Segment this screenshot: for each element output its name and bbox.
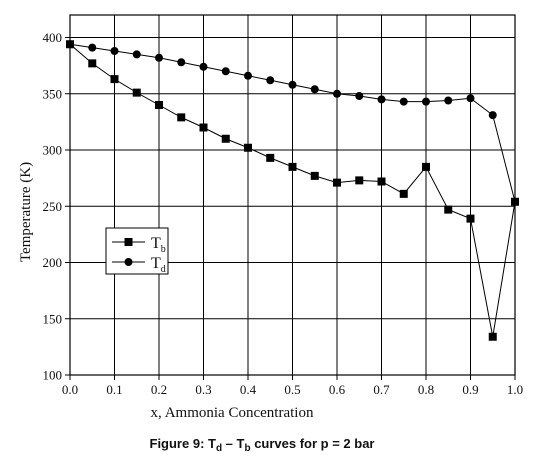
x-tick-label: 0.4 [240, 382, 257, 397]
series-layer [66, 40, 519, 341]
data-point-tb [310, 171, 319, 180]
data-point-td [244, 71, 252, 80]
caption-suffix: curves for p = 2 bar [251, 436, 375, 451]
x-tick-label: 0.5 [284, 382, 300, 397]
data-point-tb [377, 177, 386, 186]
data-point-tb [177, 113, 186, 122]
legend: Tb Td [105, 227, 169, 275]
x-tick-label: 0.2 [151, 382, 167, 397]
caption-mid: – T [222, 436, 244, 451]
data-point-td [110, 47, 119, 55]
data-point-tb [399, 189, 408, 198]
caption-sub-d: d [216, 443, 222, 454]
data-point-td [488, 111, 497, 120]
data-point-td [399, 97, 408, 106]
data-point-td [66, 40, 74, 49]
caption-sub-b: b [244, 443, 250, 454]
caption-prefix: Figure 9: T [150, 436, 217, 451]
data-point-tb [333, 178, 341, 187]
data-point-td [155, 53, 163, 62]
x-axis-title: x, Ammonia Concentration [151, 405, 314, 421]
series-td [66, 40, 519, 206]
x-tick-label: 0.9 [462, 382, 478, 397]
legend-entry-tb: Tb [112, 235, 166, 255]
data-point-tb [132, 88, 141, 97]
legend-marker-square [124, 238, 133, 246]
y-tick-label: 200 [43, 255, 63, 270]
data-point-td [221, 67, 230, 76]
y-tick-label: 400 [43, 30, 63, 45]
legend-label-tb-sub: b [161, 244, 166, 255]
data-point-td [422, 97, 430, 106]
x-tick-label: 1.0 [507, 382, 523, 397]
y-tick-label: 250 [43, 199, 63, 214]
legend-label-td-main: T [151, 255, 161, 272]
data-point-td [266, 76, 275, 85]
data-point-td [88, 43, 97, 52]
figure-caption: Figure 9: Td – Tb curves for p = 2 bar [150, 436, 375, 454]
data-point-td [199, 62, 208, 71]
data-point-tb [444, 205, 453, 214]
data-point-td [444, 96, 453, 105]
data-point-tb [199, 123, 208, 132]
x-tick-label: 0.1 [106, 382, 122, 397]
data-point-td [310, 85, 319, 94]
y-tick-label: 150 [43, 311, 63, 326]
x-tick-label: 0.6 [329, 382, 346, 397]
data-point-tb [88, 59, 97, 68]
data-point-tb [288, 162, 297, 171]
legend-entry-td: Td [112, 255, 166, 275]
axis-ticks: 0.0 0.1 0.2 0.3 0.4 0.5 0.6 0.7 0.8 0.9 1.0 100 150 2… [43, 30, 524, 397]
legend-label-td: Td [151, 255, 166, 275]
data-point-tb [110, 75, 119, 84]
data-point-tb [155, 101, 163, 109]
legend-marker-circle [124, 258, 133, 266]
data-point-td [511, 197, 519, 206]
data-point-td [132, 50, 141, 59]
data-point-tb [422, 162, 430, 171]
data-point-td [355, 92, 364, 100]
legend-label-tb: Tb [151, 235, 166, 255]
data-point-tb [355, 176, 364, 185]
y-tick-label: 350 [43, 86, 63, 101]
y-tick-label: 100 [43, 368, 63, 383]
data-point-tb [466, 214, 475, 223]
series-tb [66, 40, 519, 341]
x-tick-label: 0.3 [195, 382, 211, 397]
data-point-tb [221, 134, 230, 143]
y-axis-title: Temperature (K) [18, 162, 34, 262]
data-point-td [177, 58, 186, 67]
x-tick-label: 0.7 [373, 382, 390, 397]
x-tick-label: 0.8 [418, 382, 434, 397]
data-point-td [466, 94, 475, 103]
y-tick-label: 300 [43, 143, 63, 158]
legend-label-tb-main: T [151, 235, 161, 252]
data-point-tb [488, 332, 497, 341]
data-point-tb [244, 143, 252, 152]
data-point-td [288, 80, 297, 89]
data-point-td [333, 89, 341, 98]
legend-box [105, 227, 169, 275]
data-point-tb [266, 153, 275, 162]
x-tick-label: 0.0 [62, 382, 78, 397]
legend-label-td-sub: d [161, 264, 166, 275]
data-point-td [377, 95, 386, 104]
